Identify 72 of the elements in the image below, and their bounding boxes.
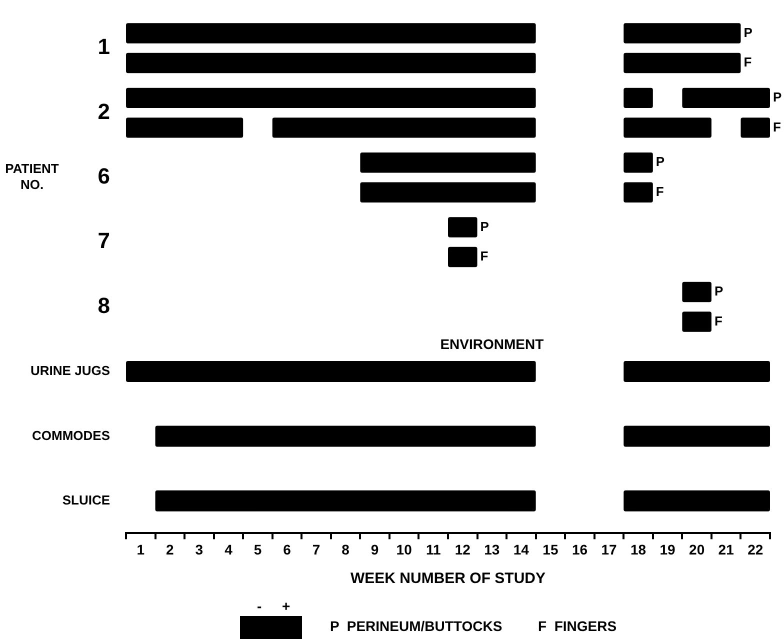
text: F <box>656 184 664 199</box>
bar <box>624 52 741 74</box>
bar <box>624 182 653 202</box>
bar <box>624 23 741 44</box>
text: P <box>744 24 752 40</box>
bar <box>126 361 536 382</box>
bar <box>682 88 770 108</box>
x-tick-label: 15 <box>542 541 558 558</box>
text: + <box>282 598 290 614</box>
text: P <box>656 154 665 170</box>
y-tick-label: COMMODES <box>32 428 110 443</box>
y-tick-label: URINE JUGS <box>30 363 110 378</box>
x-tick-label: 14 <box>513 541 530 558</box>
y-tick-label: 2 <box>98 98 110 124</box>
bar <box>740 118 770 138</box>
x-tick-label: 17 <box>601 541 617 558</box>
bar <box>448 246 478 268</box>
text: P <box>773 90 782 105</box>
x-tick-label: 3 <box>195 541 204 558</box>
x-tick-label: 11 <box>426 541 441 558</box>
text: F <box>744 54 752 70</box>
series-label: P <box>480 218 490 234</box>
bar <box>624 118 712 138</box>
y-tick-label: SLUICE <box>62 492 110 508</box>
text: P <box>714 284 724 299</box>
x-tick-label: 22 <box>748 541 764 558</box>
bar <box>155 490 536 512</box>
x-tick-label: 10 <box>396 541 412 558</box>
bar <box>682 312 712 332</box>
bar <box>272 118 536 138</box>
x-tick-label: 13 <box>484 541 500 558</box>
text: F FINGERS <box>538 618 617 634</box>
text: P PERINEUM/BUTTOCKS <box>330 618 502 634</box>
text: F <box>714 313 722 328</box>
x-axis-title: WEEK NUMBER OF STUDY <box>350 570 546 588</box>
x-tick-label: 21 <box>718 541 734 558</box>
bar <box>448 217 478 238</box>
bar <box>624 490 770 512</box>
bar <box>360 182 536 202</box>
text: F <box>773 119 781 134</box>
bar <box>126 118 244 138</box>
x-tick-label: 18 <box>630 541 646 558</box>
x-tick-label: 1 <box>136 541 145 558</box>
x-tick-label: 20 <box>689 541 705 558</box>
bar <box>126 23 536 44</box>
bar <box>624 361 770 382</box>
x-tick-label: 5 <box>254 541 262 558</box>
x-tick-label: 9 <box>370 541 379 558</box>
series-label: F <box>480 248 488 264</box>
bar <box>126 88 536 108</box>
bar <box>155 426 536 447</box>
x-tick-label: 4 <box>224 541 233 558</box>
bar <box>360 152 536 173</box>
x-tick-label: 19 <box>660 541 676 558</box>
bar <box>624 88 653 108</box>
annotation: ENVIRONMENT <box>440 336 544 352</box>
y-tick-label: 8 <box>98 292 110 318</box>
y-tick-label: 6 <box>98 164 110 189</box>
text: - <box>257 598 262 614</box>
bar <box>126 52 536 74</box>
y-tick-label: 1 <box>98 34 110 60</box>
bar <box>682 282 712 302</box>
x-tick-label: 16 <box>572 541 588 558</box>
y-tick-label: 7 <box>98 228 110 254</box>
x-tick-label: 6 <box>283 541 292 558</box>
bar <box>624 426 770 447</box>
y-axis-title: PATIENT NO. <box>5 161 59 192</box>
x-tick-label: 7 <box>312 541 320 558</box>
bar <box>624 152 653 173</box>
x-tick-label: 12 <box>454 541 471 558</box>
x-tick-label: 2 <box>166 541 174 558</box>
x-tick-label: 8 <box>342 541 350 558</box>
